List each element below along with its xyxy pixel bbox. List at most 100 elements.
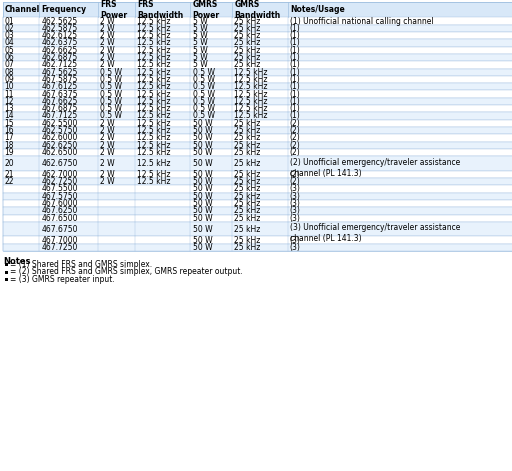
Text: 50 W: 50 W (193, 199, 212, 208)
Text: 50 W: 50 W (193, 243, 212, 252)
Text: (3): (3) (290, 236, 301, 244)
Text: (1): (1) (290, 89, 301, 98)
Text: (1): (1) (290, 24, 301, 33)
Text: 09: 09 (5, 75, 14, 84)
FancyBboxPatch shape (3, 61, 512, 68)
Text: 462.7250: 462.7250 (41, 177, 78, 186)
Text: 25 kHz: 25 kHz (234, 236, 261, 244)
FancyBboxPatch shape (3, 185, 512, 193)
Text: 2 W: 2 W (100, 141, 115, 150)
FancyBboxPatch shape (3, 120, 512, 127)
Text: 12.5 kHz: 12.5 kHz (234, 89, 268, 98)
Text: 12.5 kHz: 12.5 kHz (137, 112, 170, 121)
Text: 50 W: 50 W (193, 177, 212, 186)
Text: (1): (1) (290, 112, 301, 121)
Text: Notes/Usage: Notes/Usage (290, 5, 345, 15)
Text: 08: 08 (5, 68, 14, 77)
Text: (1): (1) (290, 53, 301, 62)
FancyBboxPatch shape (3, 178, 512, 185)
Text: 50 W: 50 W (193, 170, 212, 179)
Text: 12.5 kHz: 12.5 kHz (137, 126, 170, 135)
FancyBboxPatch shape (3, 244, 512, 251)
Text: 462.6500: 462.6500 (41, 148, 78, 157)
Text: 25 kHz: 25 kHz (234, 60, 261, 69)
Text: 0.5 W: 0.5 W (100, 82, 122, 91)
Text: 462.5750: 462.5750 (41, 126, 78, 135)
Text: (3) Unofficial emergency/traveler assistance
channel (PL 141.3): (3) Unofficial emergency/traveler assist… (290, 223, 460, 244)
Text: 12.5 kHz: 12.5 kHz (137, 177, 170, 186)
Text: 0.5 W: 0.5 W (193, 82, 215, 91)
Text: (1) Unofficial national calling channel: (1) Unofficial national calling channel (290, 16, 434, 25)
Text: 25 kHz: 25 kHz (234, 53, 261, 62)
FancyBboxPatch shape (3, 141, 512, 149)
Text: 2 W: 2 W (100, 53, 115, 62)
Text: (1): (1) (290, 82, 301, 91)
Text: 17: 17 (5, 133, 14, 142)
Text: 25 kHz: 25 kHz (234, 214, 261, 223)
Text: 12.5 kHz: 12.5 kHz (137, 89, 170, 98)
FancyBboxPatch shape (3, 76, 512, 83)
Text: 462.7125: 462.7125 (41, 60, 78, 69)
Text: 467.6125: 467.6125 (41, 82, 78, 91)
FancyBboxPatch shape (3, 39, 512, 47)
Text: (1): (1) (290, 60, 301, 69)
Text: 2 W: 2 W (100, 39, 115, 48)
Text: (1): (1) (290, 104, 301, 113)
Text: 50 W: 50 W (193, 133, 212, 142)
Text: 21: 21 (5, 170, 14, 179)
Text: 12.5 kHz: 12.5 kHz (137, 148, 170, 157)
Text: 2 W: 2 W (100, 16, 115, 25)
Text: 0.5 W: 0.5 W (193, 68, 215, 77)
Text: GMRS
Power: GMRS Power (193, 0, 220, 20)
Text: (2) Unofficial emergency/traveler assistance
channel (PL 141.3): (2) Unofficial emergency/traveler assist… (290, 157, 460, 178)
Text: 50 W: 50 W (193, 141, 212, 150)
Text: 50 W: 50 W (193, 185, 212, 194)
Text: FRS
Power: FRS Power (100, 0, 127, 20)
Text: 20: 20 (5, 159, 14, 168)
Text: (2): (2) (290, 126, 301, 135)
Text: 14: 14 (5, 112, 14, 121)
Text: 03: 03 (5, 31, 14, 40)
Text: 12.5 kHz: 12.5 kHz (137, 53, 170, 62)
FancyBboxPatch shape (3, 207, 512, 214)
Text: 0.5 W: 0.5 W (100, 75, 122, 84)
Text: 25 kHz: 25 kHz (234, 141, 261, 150)
Text: 25 kHz: 25 kHz (234, 185, 261, 194)
Text: 12.5 kHz: 12.5 kHz (137, 82, 170, 91)
Text: 25 kHz: 25 kHz (234, 225, 261, 234)
Text: 16: 16 (5, 126, 14, 135)
Text: 25 kHz: 25 kHz (234, 126, 261, 135)
Text: 12.5 kHz: 12.5 kHz (137, 97, 170, 106)
Text: 5 W: 5 W (193, 60, 207, 69)
Text: 50 W: 50 W (193, 119, 212, 128)
Text: 467.7250: 467.7250 (41, 243, 78, 252)
Text: 25 kHz: 25 kHz (234, 199, 261, 208)
FancyBboxPatch shape (3, 17, 512, 25)
Text: 25 kHz: 25 kHz (234, 148, 261, 157)
Text: (2): (2) (290, 148, 301, 157)
Text: 12.5 kHz: 12.5 kHz (137, 141, 170, 150)
Text: 5 W: 5 W (193, 31, 207, 40)
FancyBboxPatch shape (3, 127, 512, 134)
Text: (1): (1) (290, 75, 301, 84)
Text: (1): (1) (290, 39, 301, 48)
Text: Channel: Channel (5, 5, 40, 15)
Text: 462.6250: 462.6250 (41, 141, 78, 150)
FancyBboxPatch shape (3, 97, 512, 105)
Text: 12.5 kHz: 12.5 kHz (137, 104, 170, 113)
Text: 467.6500: 467.6500 (41, 214, 78, 223)
Text: (2): (2) (290, 141, 301, 150)
Text: (2): (2) (290, 119, 301, 128)
Text: 50 W: 50 W (193, 126, 212, 135)
FancyBboxPatch shape (5, 271, 8, 274)
Text: FRS
Bandwidth: FRS Bandwidth (137, 0, 183, 20)
Text: 10: 10 (5, 82, 14, 91)
Text: = (2) Shared FRS and GMRS simplex, GMRS repeater output.: = (2) Shared FRS and GMRS simplex, GMRS … (10, 267, 243, 276)
Text: 467.6375: 467.6375 (41, 89, 78, 98)
Text: = (1) Shared FRS and GMRS simplex.: = (1) Shared FRS and GMRS simplex. (10, 260, 152, 269)
Text: 462.6625: 462.6625 (41, 46, 78, 55)
Text: 50 W: 50 W (193, 225, 212, 234)
Text: 2 W: 2 W (100, 31, 115, 40)
Text: (3): (3) (290, 192, 301, 201)
Text: (2): (2) (290, 133, 301, 142)
